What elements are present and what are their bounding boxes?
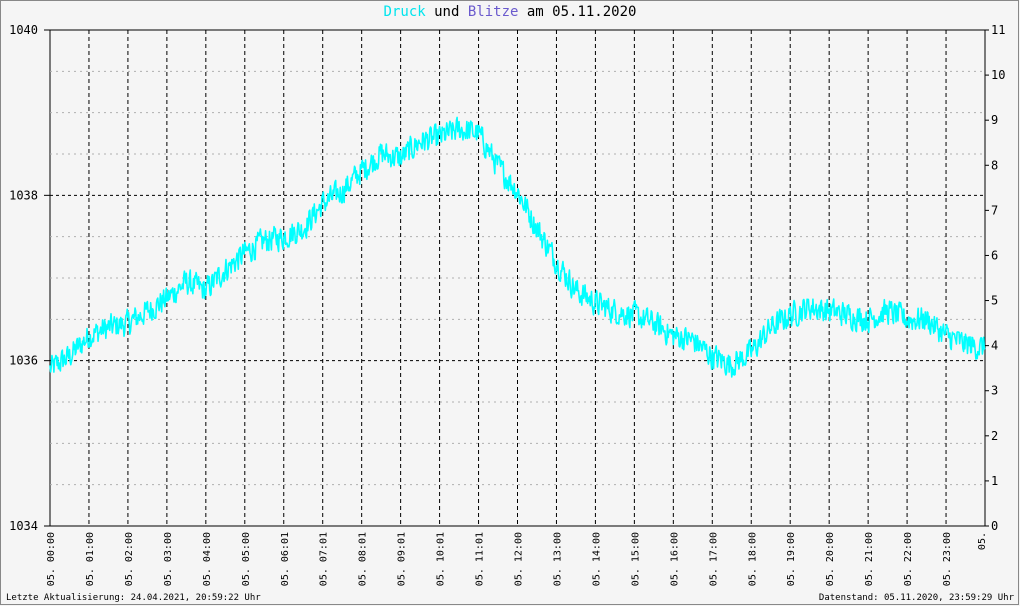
y-right-tick-label: 10	[991, 68, 1005, 82]
y-left-tick-label: 1040	[9, 23, 38, 37]
x-tick-label: 05. 10:01	[436, 532, 447, 586]
y-right-tick-label: 7	[991, 203, 998, 217]
y-right-tick-label: 6	[991, 248, 998, 262]
title-blitze: Blitze	[467, 4, 519, 20]
grid	[49, 29, 986, 527]
x-tick-label: 05. 15:00	[630, 532, 641, 586]
x-tick-label: 05. 08:01	[358, 532, 369, 586]
y-right-tick-label: 8	[991, 158, 998, 172]
y-right-tick-label: 11	[991, 23, 1005, 37]
x-tick-label: 05. 11:01	[475, 532, 486, 586]
series-layer	[49, 116, 986, 378]
axes: 1034 1036 1038 1040 0 1 2 3 4 5 6 7 8 9 10 11 05. 00:00 0…	[9, 23, 1005, 586]
x-tick-label: 05. 12:00	[514, 532, 525, 586]
data-timestamp-text: Datenstand: 05.11.2020, 23:59:29 Uhr	[818, 593, 1014, 603]
y-right-tick-label: 0	[991, 519, 998, 533]
y-right-tick-label: 9	[991, 113, 998, 127]
x-tick-label: 05. 04:00	[202, 532, 213, 586]
chart-title: Druck und Blitze am 05.11.2020	[0, 4, 1020, 20]
x-tick-label: 05. 20:00	[825, 532, 836, 586]
x-tick-label: 05. 14:00	[591, 532, 602, 586]
x-tick-label: 05. 18:00	[747, 532, 758, 586]
x-tick-label: 05. 09:01	[397, 532, 408, 586]
y-right-tick-label: 1	[991, 474, 998, 488]
y-right-tick-label: 4	[991, 339, 998, 353]
x-tick-label: 05. 17:00	[708, 532, 719, 586]
y-left-tick-label: 1034	[9, 519, 38, 533]
y-right-tick-label: 3	[991, 384, 998, 398]
x-tick-label: 05. 07:01	[319, 532, 330, 586]
title-druck: Druck	[383, 4, 426, 20]
x-tick-label-last: 05.	[977, 532, 988, 550]
y-left-tick-label: 1038	[9, 188, 38, 202]
x-tick-label: 05. 06:01	[280, 532, 291, 586]
y-right-tick-label: 5	[991, 294, 998, 308]
x-tick-label: 05. 03:00	[163, 532, 174, 586]
title-date: am 05.11.2020	[518, 4, 637, 20]
x-tick-label: 05. 02:00	[124, 532, 135, 586]
y-left-tick-label: 1036	[9, 354, 38, 368]
title-und: und	[425, 4, 468, 20]
x-tick-label: 05. 23:00	[942, 532, 953, 586]
druck-series-line	[49, 116, 986, 378]
x-tick-label: 05. 19:00	[786, 532, 797, 586]
x-tick-label: 05. 21:00	[864, 532, 875, 586]
x-tick-label: 05. 00:00	[46, 532, 57, 586]
x-tick-label: 05. 01:00	[85, 532, 96, 586]
x-tick-label: 05. 16:00	[669, 532, 680, 586]
y-right-tick-label: 2	[991, 429, 998, 443]
last-update-text: Letzte Aktualisierung: 24.04.2021, 20:59…	[6, 593, 261, 603]
x-tick-label: 05. 22:00	[903, 532, 914, 586]
x-tick-label: 05. 13:00	[552, 532, 563, 586]
x-tick-label: 05. 05:00	[241, 532, 252, 586]
